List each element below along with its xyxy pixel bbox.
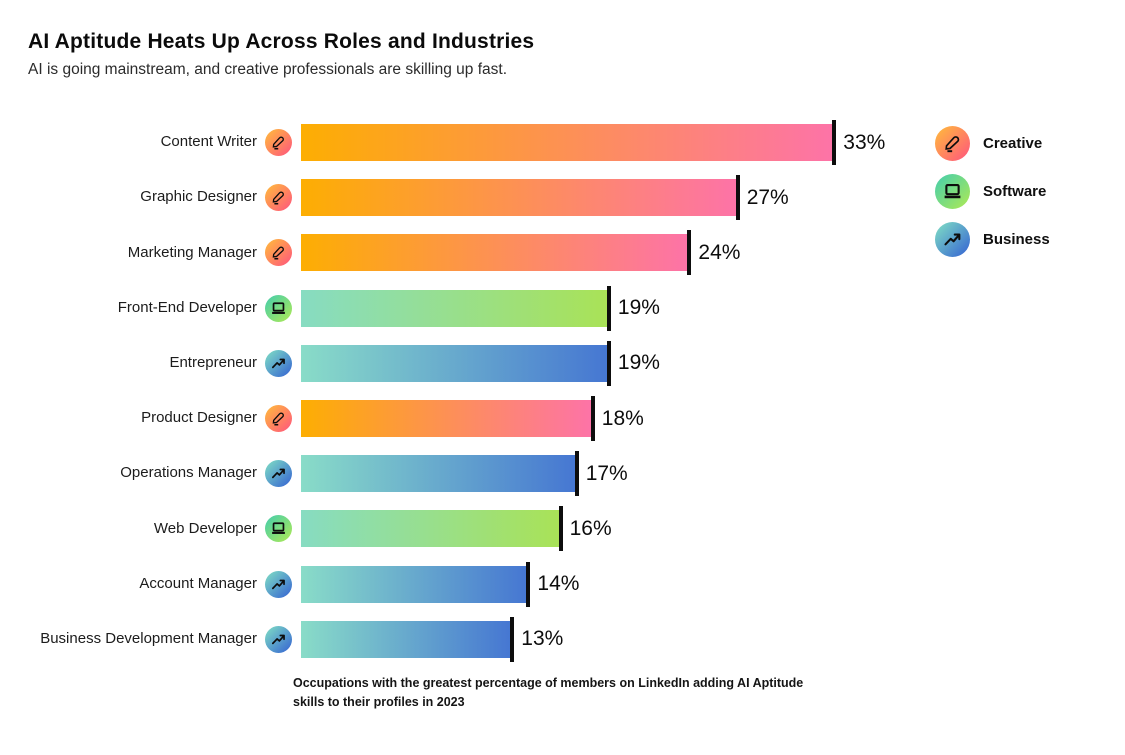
bar-end-tick	[687, 230, 692, 276]
legend-label: Software	[983, 183, 1047, 200]
bar-wrap: 14%	[301, 561, 580, 607]
category-label: Business Development Manager	[40, 629, 257, 647]
category-label: Content Writer	[160, 133, 257, 151]
chart-caption: Occupations with the greatest percentage…	[293, 676, 804, 710]
pen-icon	[272, 247, 284, 260]
category-label: Product Designer	[141, 409, 257, 427]
bar	[301, 344, 607, 382]
legend-item: Software	[935, 174, 1050, 209]
chart-row: Graphic Designer 27%	[28, 170, 885, 225]
value-label: 27%	[746, 185, 789, 209]
value-label: 19%	[617, 351, 660, 375]
category-label: Marketing Manager	[127, 243, 257, 261]
category-icon	[265, 570, 292, 598]
value-label: 13%	[521, 627, 564, 651]
bar-chart: Content Writer 33% Graphic Designer 27% …	[28, 115, 885, 667]
category-label: Operations Manager	[120, 464, 257, 482]
legend-icon	[935, 126, 970, 161]
bar	[301, 510, 559, 548]
category-label: Graphic Designer	[140, 188, 257, 206]
value-label: 33%	[843, 130, 886, 154]
pen-icon	[272, 191, 284, 205]
bar-wrap: 24%	[301, 230, 741, 276]
bar-wrap: 33%	[301, 120, 886, 166]
chart-row: Product Designer 18%	[28, 391, 885, 446]
legend-item: Creative	[935, 126, 1050, 161]
bar-wrap: 17%	[301, 451, 628, 497]
value-label: 19%	[617, 296, 660, 320]
bar	[301, 565, 527, 603]
trend-up-icon	[271, 634, 285, 645]
category-label: Front-End Developer	[117, 298, 257, 316]
bar-end-tick	[590, 396, 595, 442]
legend-icon	[935, 222, 970, 257]
chart-row: Business Development Manager 13%	[28, 612, 885, 667]
chart-row: Web Developer 16%	[28, 501, 885, 556]
category-icon	[265, 405, 292, 433]
bar	[301, 124, 833, 162]
legend-item: Business	[935, 222, 1050, 257]
bar-end-tick	[832, 120, 837, 166]
bar-wrap: 19%	[301, 340, 660, 386]
bar-end-tick	[606, 340, 611, 386]
laptop-icon	[944, 183, 961, 199]
category-icon	[265, 294, 292, 322]
laptop-icon	[272, 302, 285, 314]
chart-row: Operations Manager 17%	[28, 446, 885, 501]
chart-row: Account Manager 14%	[28, 557, 885, 612]
category-icon	[265, 460, 292, 488]
chart-row: Marketing Manager 24%	[28, 225, 885, 280]
bar-wrap: 18%	[301, 396, 644, 442]
value-label: 17%	[585, 461, 628, 485]
bar-end-tick	[558, 506, 563, 552]
category-label: Entrepreneur	[169, 353, 257, 371]
category-icon	[265, 349, 292, 377]
category-label: Account Manager	[139, 574, 257, 592]
trend-up-icon	[271, 468, 285, 479]
trend-up-icon	[944, 233, 961, 246]
value-label: 18%	[601, 406, 644, 430]
legend-label: Creative	[983, 135, 1043, 152]
bar-wrap: 27%	[301, 175, 789, 221]
bar-end-tick	[606, 285, 611, 331]
chart-row: Front-End Developer 19%	[28, 281, 885, 336]
bar	[301, 400, 591, 438]
bar-wrap: 13%	[301, 616, 564, 662]
page-title: AI Aptitude Heats Up Across Roles and In…	[28, 30, 535, 53]
pen-icon	[945, 136, 960, 153]
bar-wrap: 19%	[301, 285, 660, 331]
legend-label: Business	[983, 231, 1050, 248]
value-label: 16%	[569, 516, 612, 540]
chart-row: Content Writer 33%	[28, 115, 885, 170]
bar	[301, 455, 575, 493]
category-icon	[265, 184, 292, 212]
bar	[301, 179, 736, 217]
trend-up-icon	[271, 358, 285, 369]
value-label: 14%	[537, 572, 580, 596]
bar-end-tick	[574, 451, 579, 497]
category-icon	[265, 129, 292, 157]
bar-end-tick	[526, 561, 531, 607]
category-icon	[265, 625, 292, 653]
pen-icon	[272, 412, 284, 426]
page-subtitle: AI is going mainstream, and creative pro…	[28, 61, 508, 78]
value-label: 24%	[698, 240, 741, 264]
chart-row: Entrepreneur 19%	[28, 336, 885, 391]
pen-icon	[272, 136, 284, 150]
trend-up-icon	[271, 579, 285, 589]
category-label: Web Developer	[153, 519, 257, 537]
bar-end-tick	[510, 616, 515, 662]
chart-legend: Creative Software Business	[935, 126, 1050, 270]
bar-end-tick	[735, 175, 740, 221]
bar	[301, 234, 688, 272]
bar-wrap: 16%	[301, 506, 612, 552]
bar	[301, 289, 607, 327]
chart-header: AI Aptitude Heats Up Across Roles and In…	[28, 30, 534, 79]
bar	[301, 620, 511, 658]
laptop-icon	[272, 522, 285, 535]
legend-icon	[935, 174, 970, 209]
category-icon	[265, 239, 292, 267]
category-icon	[265, 515, 292, 543]
